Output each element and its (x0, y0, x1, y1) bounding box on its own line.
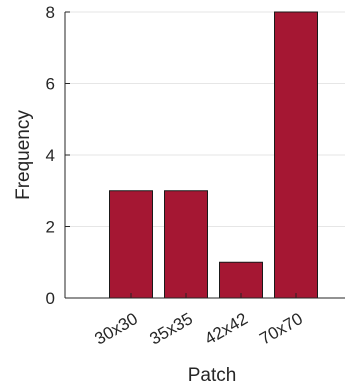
bar-42x42 (219, 261, 263, 299)
x-tick-label: 30x30 (91, 309, 141, 349)
bar-70x70 (274, 11, 318, 299)
bar-35x35 (164, 190, 208, 299)
y-tick-label: 4 (46, 146, 55, 165)
y-tick-label: 0 (46, 289, 55, 308)
y-tick-label: 8 (46, 3, 55, 22)
y-axis-label: Frequency (13, 110, 34, 200)
y-axis-ticks: 0 2 4 6 8 (46, 3, 70, 308)
x-axis-ticks: 30x30 35x35 42x42 70x70 (91, 293, 306, 349)
y-tick-label: 6 (46, 75, 55, 94)
x-axis-label: Patch (188, 365, 237, 386)
x-tick-label: 35x35 (146, 309, 196, 349)
x-tick-label: 70x70 (256, 309, 306, 349)
y-tick-label: 2 (46, 218, 55, 237)
bar-30x30 (109, 190, 153, 299)
x-tick-label: 42x42 (201, 309, 251, 349)
